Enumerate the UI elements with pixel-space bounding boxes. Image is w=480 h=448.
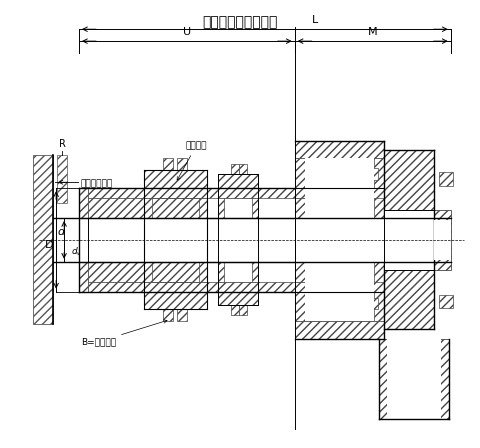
Bar: [438, 172, 452, 186]
Bar: [304, 159, 373, 321]
Bar: [294, 218, 384, 262]
Bar: [384, 210, 433, 270]
Text: $d_w$H7: $d_w$H7: [71, 246, 96, 258]
Bar: [79, 188, 88, 292]
Bar: [88, 188, 294, 198]
Bar: [386, 339, 440, 419]
Bar: [144, 198, 151, 218]
Bar: [144, 282, 207, 310]
Text: B=张力螺钉: B=张力螺钉: [81, 320, 167, 346]
Bar: [438, 294, 452, 309]
Text: D: D: [45, 240, 53, 250]
Text: d: d: [58, 227, 64, 237]
Bar: [373, 159, 384, 321]
Bar: [218, 174, 257, 198]
Bar: [88, 282, 294, 292]
Bar: [230, 306, 239, 315]
Text: R: R: [59, 139, 65, 150]
Bar: [163, 310, 173, 321]
Text: 空心轴套及胀盘尺寸: 空心轴套及胀盘尺寸: [202, 15, 277, 29]
Bar: [365, 168, 377, 180]
Bar: [294, 198, 306, 218]
Bar: [199, 262, 207, 282]
Text: 减速器中心线: 减速器中心线: [300, 195, 309, 225]
Bar: [294, 141, 384, 159]
Bar: [294, 282, 384, 292]
Bar: [252, 262, 257, 282]
Bar: [163, 159, 173, 170]
Bar: [365, 297, 377, 310]
Bar: [88, 262, 206, 282]
Bar: [252, 198, 257, 218]
Text: 胀盘联接: 胀盘联接: [177, 142, 206, 180]
Text: M: M: [367, 27, 377, 37]
Bar: [88, 198, 206, 218]
Bar: [294, 159, 304, 321]
Bar: [378, 339, 448, 419]
Bar: [433, 220, 450, 260]
Bar: [239, 164, 246, 174]
Bar: [218, 198, 224, 218]
Bar: [144, 262, 151, 282]
Bar: [144, 170, 207, 198]
Bar: [294, 262, 306, 282]
Bar: [57, 155, 67, 203]
Bar: [294, 188, 384, 198]
Bar: [294, 321, 384, 339]
Bar: [177, 310, 187, 321]
Bar: [218, 262, 224, 282]
Bar: [294, 198, 306, 218]
Bar: [177, 159, 187, 170]
Bar: [218, 282, 257, 306]
Bar: [33, 155, 53, 324]
Bar: [384, 151, 433, 329]
Bar: [230, 164, 239, 174]
Text: 扭力扳手空间: 扭力扳手空间: [80, 180, 112, 189]
Bar: [88, 218, 294, 262]
Bar: [79, 218, 88, 262]
Bar: [199, 198, 207, 218]
Bar: [433, 210, 450, 270]
Text: L: L: [311, 15, 317, 25]
Bar: [294, 262, 306, 282]
Text: U: U: [182, 27, 191, 37]
Bar: [239, 306, 246, 315]
